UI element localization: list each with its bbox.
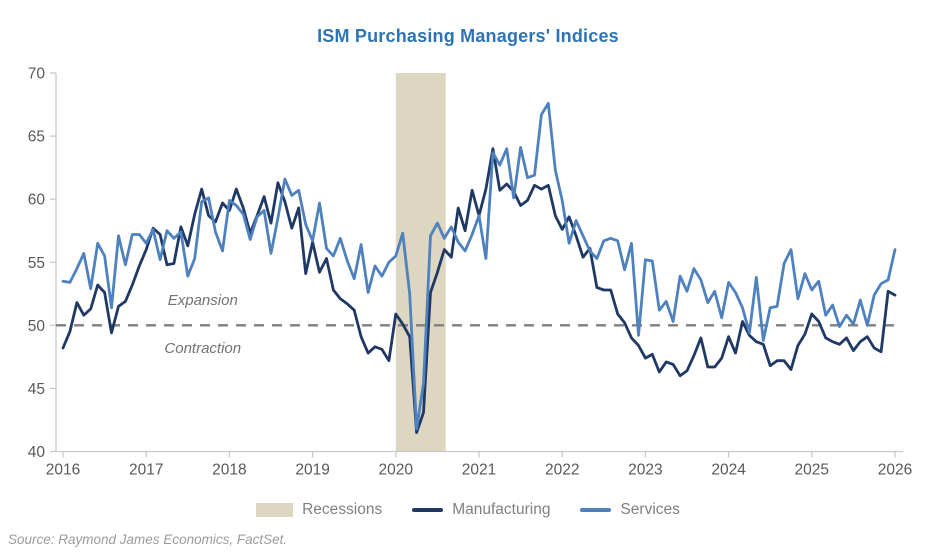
legend-label-services: Services bbox=[620, 501, 680, 518]
chart-title: ISM Purchasing Managers' Indices bbox=[317, 26, 619, 46]
legend-label-manufacturing: Manufacturing bbox=[452, 501, 551, 518]
expansion-label: Expansion bbox=[168, 292, 238, 309]
x-axis-tick-label: 2019 bbox=[295, 462, 329, 479]
services-line bbox=[61, 101, 897, 431]
recession-band bbox=[395, 73, 446, 452]
y-axis-tick-label: 45 bbox=[28, 381, 45, 398]
x-axis-tick-label: 2016 bbox=[46, 462, 80, 479]
y-axis-tick-label: 60 bbox=[28, 192, 46, 209]
y-axis-tick-label: 50 bbox=[28, 318, 46, 335]
x-axis-tick-label: 2026 bbox=[878, 462, 912, 479]
x-axis-tick-label: 2018 bbox=[212, 462, 246, 479]
contraction-label: Contraction bbox=[164, 340, 241, 357]
manufacturing-swatch bbox=[412, 508, 444, 512]
legend-item-services: Services bbox=[580, 501, 680, 519]
legend-item-recessions: Recessions bbox=[256, 501, 382, 519]
legend-label-recessions: Recessions bbox=[302, 501, 383, 518]
y-axis-tick-label: 65 bbox=[28, 129, 45, 146]
x-axis-tick-label: 2022 bbox=[545, 462, 579, 479]
x-axis-tick-label: 2020 bbox=[379, 462, 414, 479]
legend-item-manufacturing: Manufacturing bbox=[412, 501, 550, 519]
services-swatch bbox=[580, 508, 612, 512]
y-axis-tick-label: 40 bbox=[28, 444, 46, 461]
x-axis-tick-label: 2017 bbox=[129, 462, 163, 479]
source-note: Source: Raymond James Economics, FactSet… bbox=[8, 532, 288, 547]
recessions-swatch bbox=[256, 503, 294, 517]
x-axis-tick-label: 2025 bbox=[795, 462, 829, 479]
x-axis-tick-label: 2024 bbox=[711, 462, 746, 479]
x-axis-tick-label: 2023 bbox=[628, 462, 662, 479]
x-axis-tick-label: 2021 bbox=[462, 462, 496, 479]
legend: Recessions Manufacturing Services bbox=[0, 501, 936, 519]
manufacturing-line bbox=[61, 147, 897, 435]
y-axis-tick-label: 55 bbox=[28, 255, 45, 272]
y-axis-tick-label: 70 bbox=[28, 66, 46, 83]
